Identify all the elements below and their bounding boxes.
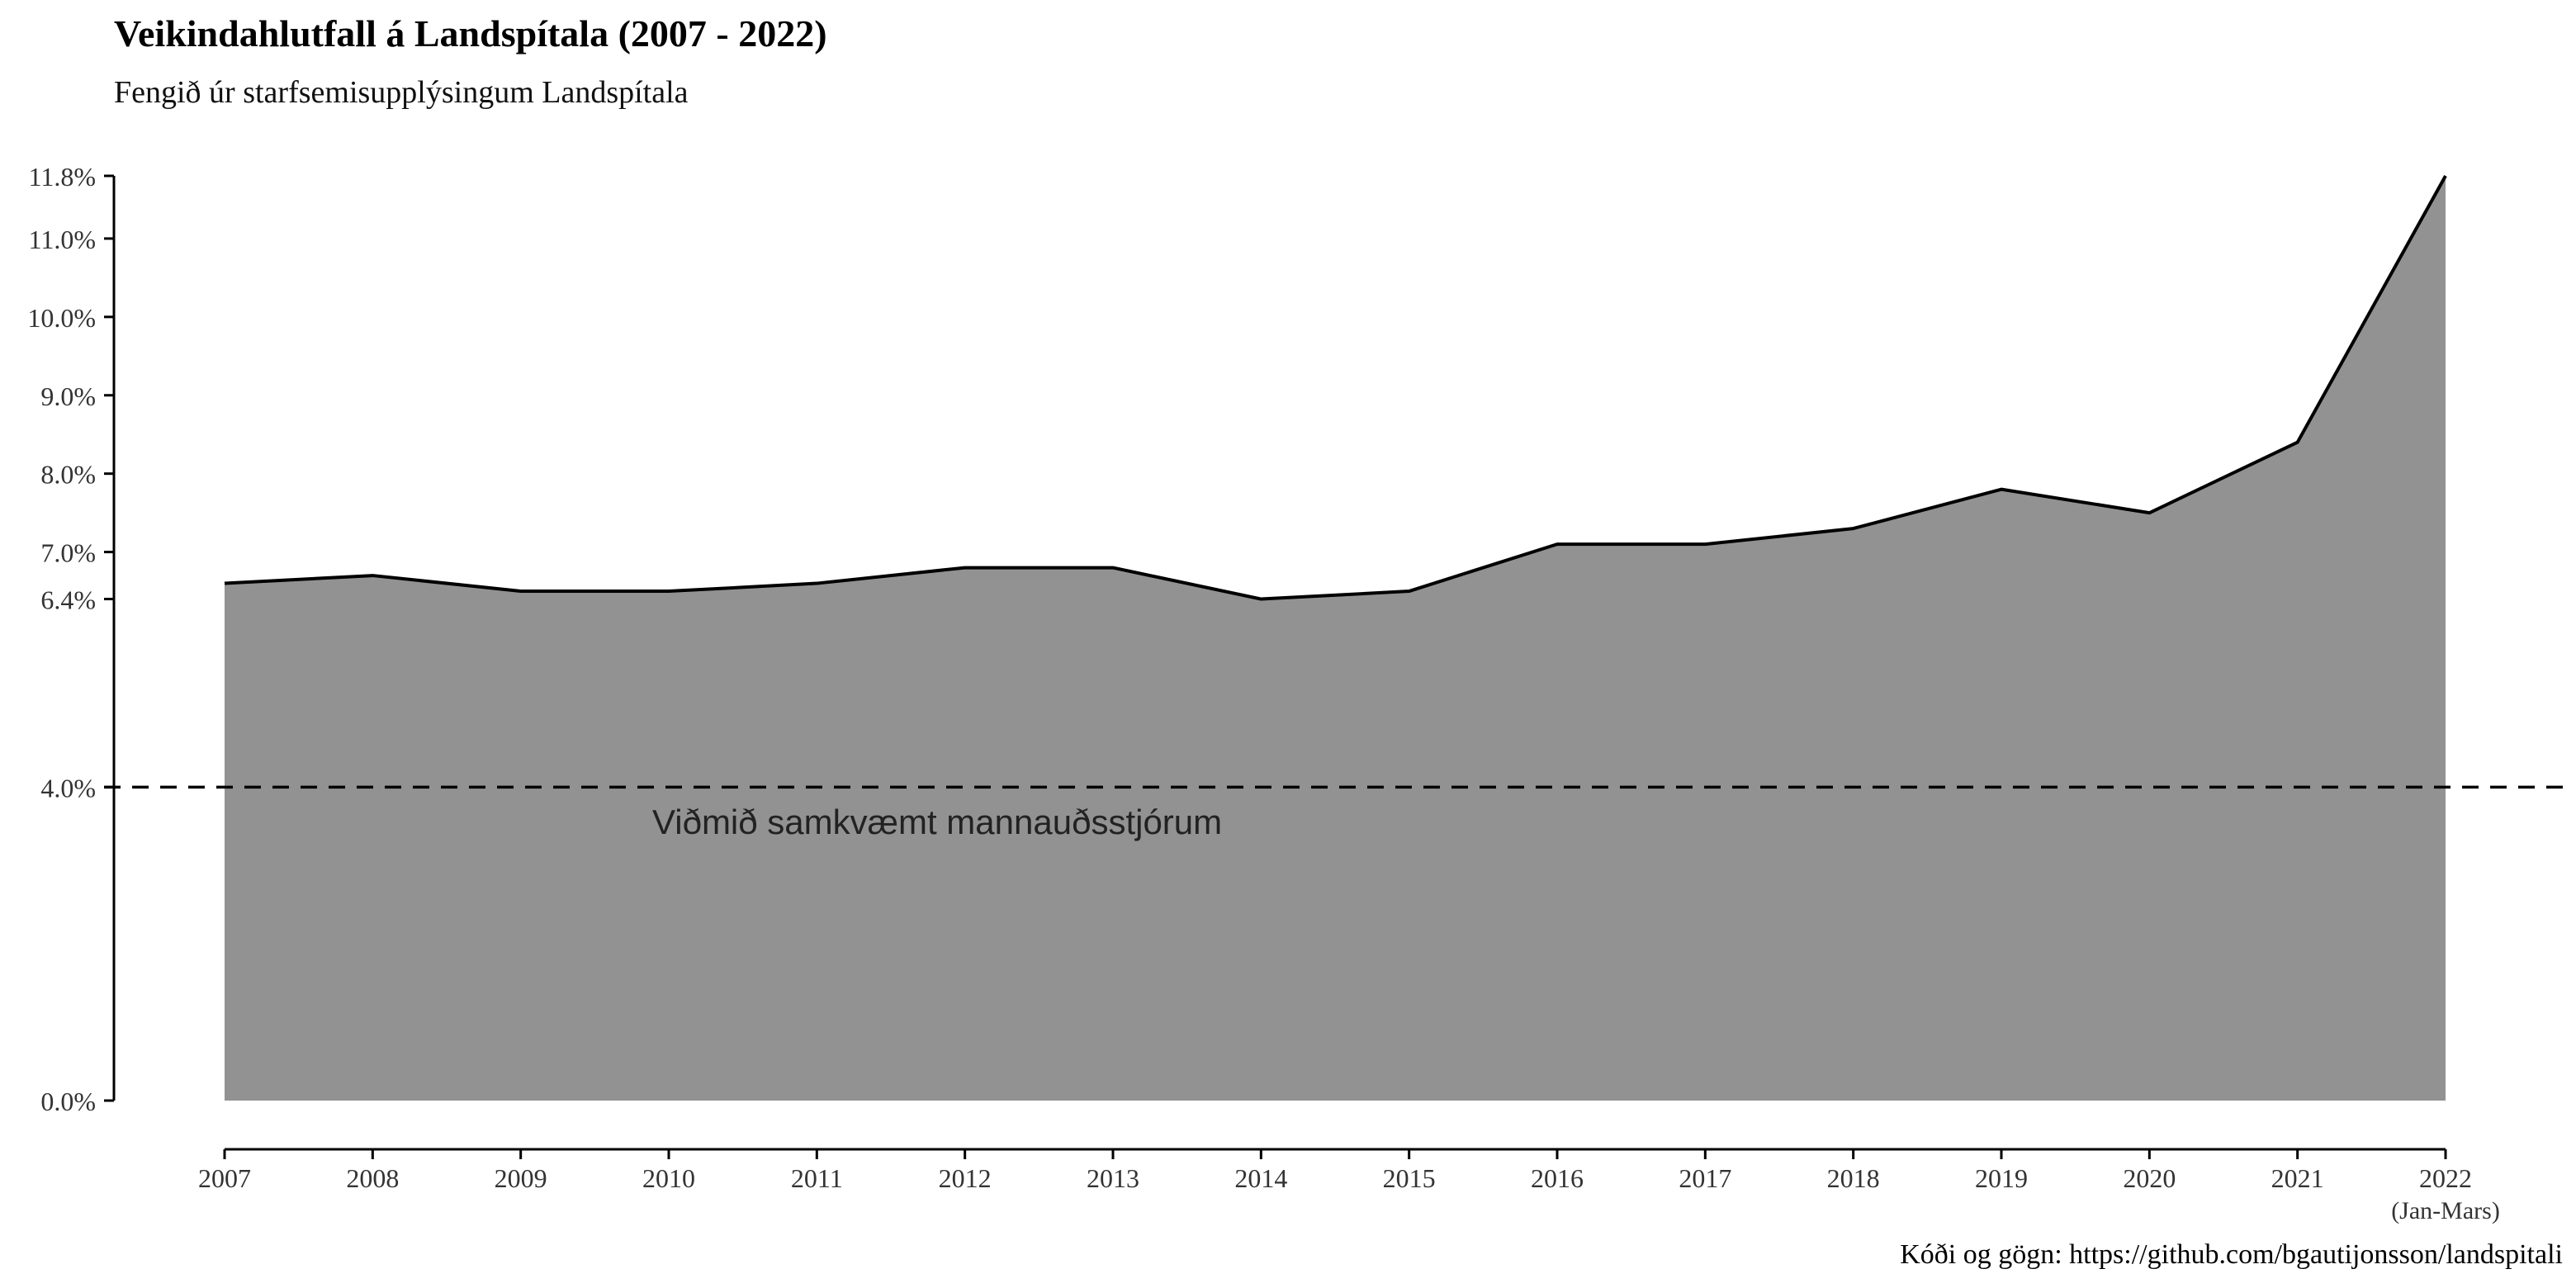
- data-point-2012: [964, 566, 967, 570]
- y-tick-label: 9.0%: [40, 381, 96, 411]
- y-tick-label: 7.0%: [40, 538, 96, 568]
- data-point-2020: [2147, 511, 2151, 514]
- data-point-2015: [1408, 590, 1411, 593]
- data-point-2016: [1556, 542, 1559, 546]
- y-tick-label: 0.0%: [40, 1087, 96, 1116]
- chart-caption: Kóði og gögn: https://github.com/bgautij…: [1900, 1239, 2563, 1270]
- data-point-2007: [223, 582, 226, 585]
- x-tick-label: 2009: [495, 1163, 547, 1193]
- data-point-2014: [1259, 598, 1262, 601]
- x-tick-label: 2021: [2271, 1163, 2324, 1193]
- y-tick-label: 8.0%: [40, 460, 96, 490]
- x-tick-label: 2017: [1679, 1163, 1731, 1193]
- data-point-2010: [667, 590, 670, 593]
- x-tick-label: 2016: [1531, 1163, 1584, 1193]
- x-tick-label: 2015: [1383, 1163, 1436, 1193]
- data-point-2018: [1852, 527, 1855, 530]
- x-tick-label: 2007: [198, 1163, 251, 1193]
- x-tick-label: 2013: [1087, 1163, 1139, 1193]
- data-point-2017: [1703, 542, 1707, 546]
- data-point-2009: [519, 590, 523, 593]
- y-tick-label: 4.0%: [40, 773, 96, 803]
- area-fill: [225, 176, 2446, 1101]
- data-point-2021: [2296, 441, 2299, 444]
- data-point-2013: [1111, 566, 1115, 570]
- x-tick-label: 2019: [1975, 1163, 2028, 1193]
- y-tick-label: 10.0%: [27, 303, 96, 333]
- x-tick-label: 2012: [939, 1163, 992, 1193]
- data-point-2011: [815, 582, 818, 585]
- data-point-2019: [2000, 488, 2003, 491]
- x-tick-label: 2011: [791, 1163, 843, 1193]
- data-point-2008: [371, 574, 374, 577]
- x-tick-label: 2010: [642, 1163, 695, 1193]
- data-line: [224, 175, 2447, 601]
- data-point-2022: [2444, 174, 2447, 178]
- x-tick-label: 2022: [2419, 1163, 2472, 1193]
- chart-title: Veikindahlutfall á Landspítala (2007 - 2…: [114, 12, 827, 54]
- y-tick-label: 11.8%: [29, 162, 96, 192]
- x-tick-label: 2020: [2123, 1163, 2176, 1193]
- x-tick-label: 2008: [346, 1163, 399, 1193]
- y-tick-label: 11.0%: [29, 225, 96, 254]
- reference-line-label: Viðmið samkvæmt mannauðsstjórum: [652, 803, 1222, 841]
- x-tick-sublabel: (Jan-Mars): [2391, 1197, 2500, 1224]
- plot-area: 0.0% 4.0% 6.4% 7.0% 8.0% 9.0% 10.0% 11.0% 11.8% 2…: [27, 162, 2568, 1224]
- y-tick-label: 6.4%: [40, 585, 96, 615]
- x-tick-label: 2014: [1234, 1163, 1287, 1193]
- chart-subtitle: Fengið úr starfsemisupplýsingum Landspít…: [114, 75, 689, 110]
- x-tick-label: 2018: [1827, 1163, 1880, 1193]
